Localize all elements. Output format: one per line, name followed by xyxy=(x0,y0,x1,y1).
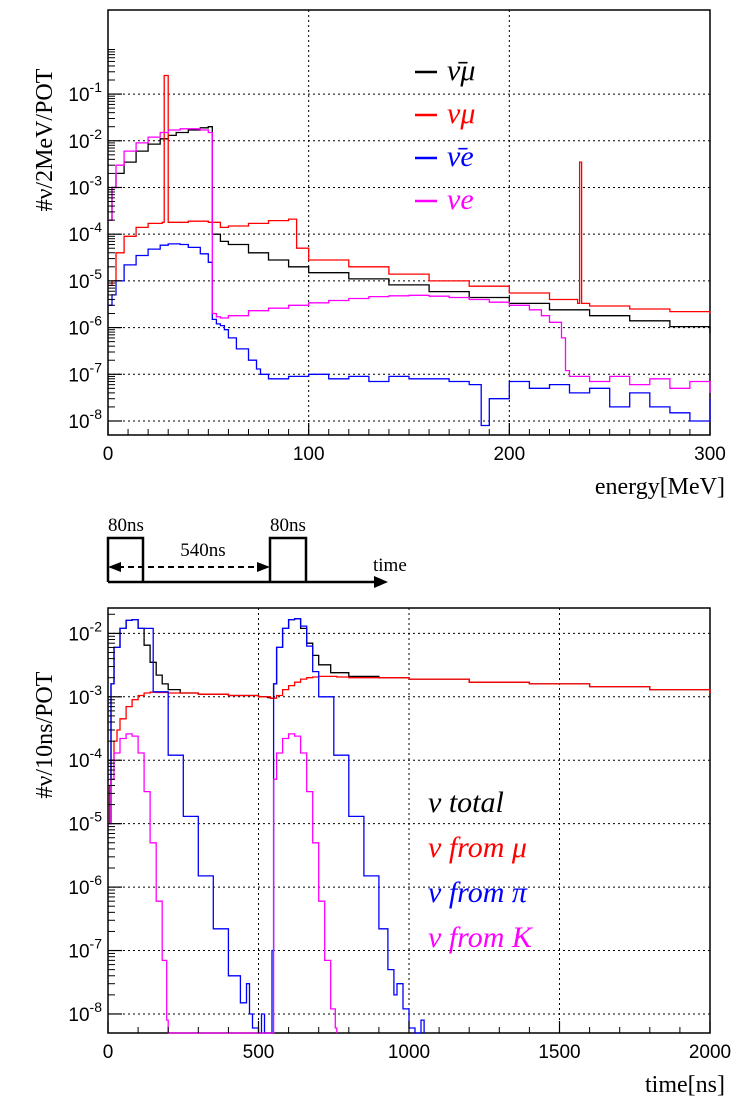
x-tick-label: 1000 xyxy=(388,1042,430,1063)
series-line xyxy=(108,243,711,427)
legend: ν total ν from μ ν from π ν from K xyxy=(428,786,534,954)
y-axis-label: #ν/10ns/POT xyxy=(32,671,58,798)
legend-label: ν̄μ xyxy=(447,54,475,87)
y-tick-label: 10-7 xyxy=(68,359,102,386)
y-tick-label: 10-6 xyxy=(68,313,102,340)
energy-spectrum-chart: 0 100 200 300 10-8 10-7 10-6 10-5 10-4 10-3 10-2 10… xyxy=(32,9,726,500)
pulse-2 xyxy=(268,536,308,582)
y-tick-label: 10-5 xyxy=(68,266,102,293)
timing-diagram: 80ns 540ns 80ns time xyxy=(106,515,407,588)
x-axis-label: energy[MeV] xyxy=(595,474,725,500)
legend-label: ν total xyxy=(428,786,504,819)
y-tick-label: 10-6 xyxy=(68,872,102,899)
y-tick-label: 10-7 xyxy=(68,936,102,963)
y-tick-label: 10-2 xyxy=(68,618,102,645)
x-tick-label: 500 xyxy=(243,1042,275,1063)
y-tick-label: 10-8 xyxy=(68,999,102,1026)
x-axis-label: time[ns] xyxy=(645,1072,725,1098)
gap-arrow-right xyxy=(257,562,270,572)
pulse-1 xyxy=(106,536,145,582)
legend-label: ν from K xyxy=(428,921,534,954)
y-tick-label: 10-1 xyxy=(68,79,102,106)
pulse1-label: 80ns xyxy=(108,515,144,536)
y-tick-label: 10-3 xyxy=(68,682,102,709)
legend-label: ν̄e xyxy=(447,140,474,173)
legend-label: ν from π xyxy=(428,876,528,909)
x-tick-label: 2000 xyxy=(689,1042,731,1063)
y-tick-label: 10-8 xyxy=(68,406,102,433)
x-tick-label: 0 xyxy=(103,1042,114,1063)
x-tick-label: 100 xyxy=(293,444,325,465)
y-tick-label: 10-4 xyxy=(68,219,102,246)
series-line xyxy=(108,733,338,1034)
series-line xyxy=(108,126,711,334)
time-axis-label: time xyxy=(373,555,407,576)
y-tick-label: 10-5 xyxy=(68,809,102,836)
y-tick-label: 10-4 xyxy=(68,745,102,772)
pulse2-label: 80ns xyxy=(270,515,306,536)
time-axis-arrowhead xyxy=(374,576,388,588)
series-line xyxy=(108,675,711,825)
y-tick-label: 10-3 xyxy=(68,172,102,199)
gap-label: 540ns xyxy=(180,540,225,561)
legend-label: ν from μ xyxy=(428,831,527,864)
series-line xyxy=(108,618,425,1034)
time-spectrum-chart: 0 500 1000 1500 2000 10-8 10-7 10-6 10-5 10-4 10-3… xyxy=(32,607,731,1098)
x-tick-label: 0 xyxy=(103,444,114,465)
series-line xyxy=(108,128,711,393)
legend: ν̄μ νμ ν̄e νe xyxy=(415,54,475,216)
y-axis-label: #ν/2MeV/POT xyxy=(32,68,58,211)
series-line xyxy=(108,74,711,314)
x-tick-label: 200 xyxy=(493,444,525,465)
gap-arrow-left xyxy=(108,562,121,572)
legend-label: νμ xyxy=(447,97,475,130)
y-tick-label: 10-2 xyxy=(68,126,102,153)
x-tick-label: 300 xyxy=(694,444,726,465)
legend-label: νe xyxy=(447,183,474,216)
plot-frame xyxy=(107,9,711,436)
x-tick-label: 1500 xyxy=(538,1042,580,1063)
